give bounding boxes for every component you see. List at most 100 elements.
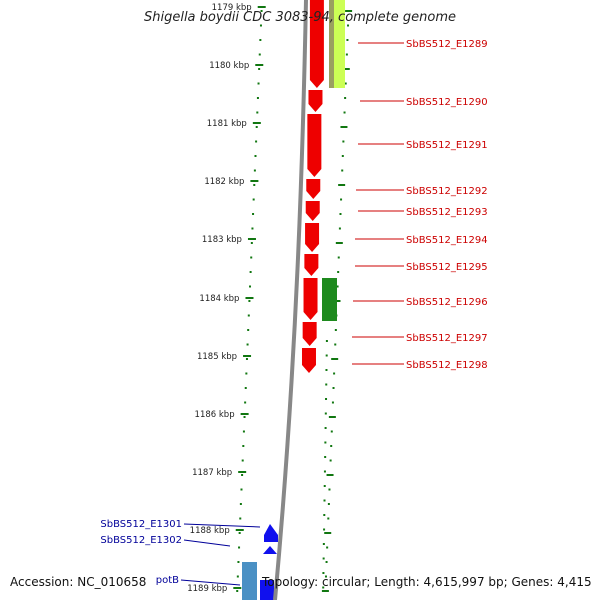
tick-label: 1179 kbp — [212, 3, 252, 13]
track-dot — [249, 271, 252, 273]
gene-leader-line — [180, 579, 241, 586]
gene-arrow-red — [302, 322, 317, 346]
track-dot — [236, 575, 239, 578]
gene-block-lime-edge — [329, 0, 334, 88]
track-dot — [337, 271, 340, 273]
track-dot — [339, 213, 342, 215]
track-dot — [237, 561, 240, 563]
track-dot — [323, 470, 326, 473]
gene-label-right[interactable]: SbBS512_E1296 — [406, 297, 488, 308]
track-dot — [325, 383, 328, 386]
track-dot — [324, 532, 332, 534]
tick-label: 1186 kbp — [195, 410, 235, 420]
track-dot — [238, 546, 241, 549]
gene-label-right[interactable]: SbBS512_E1291 — [406, 140, 488, 151]
gene-leader-line — [183, 523, 261, 528]
gene-label-left[interactable]: SbBS512_E1302 — [100, 535, 182, 546]
tick-label: 1187 kbp — [192, 468, 232, 478]
genome-title: Shigella boydii CDC 3083-94, complete ge… — [143, 10, 457, 25]
track-dot — [253, 184, 256, 186]
track-dot — [259, 39, 262, 41]
gene-block-blue — [260, 580, 274, 600]
gene-label-right[interactable]: SbBS512_E1293 — [406, 207, 488, 218]
track-dot — [321, 590, 329, 592]
track-dot — [325, 369, 328, 371]
track-dot — [344, 97, 347, 99]
track-dot — [255, 126, 258, 128]
gene-label-right[interactable]: SbBS512_E1292 — [406, 186, 488, 197]
track-dot — [246, 343, 249, 346]
track-dot — [324, 575, 327, 578]
track-dot — [242, 430, 245, 433]
gene-arrow-blue — [264, 524, 278, 542]
track-dot — [239, 517, 242, 520]
track-dot — [326, 474, 334, 476]
track-dot — [347, 24, 350, 27]
track-dot — [323, 514, 326, 516]
track-dot — [327, 503, 330, 505]
gene-label-right[interactable]: SbBS512_E1298 — [406, 360, 488, 371]
track-dot — [250, 256, 253, 259]
track-dot — [324, 412, 327, 415]
track-dot — [259, 24, 262, 27]
gene-arrow-red — [306, 179, 321, 199]
gene-label-right[interactable]: SbBS512_E1297 — [406, 333, 488, 344]
track-dot — [247, 314, 250, 317]
track-dot — [323, 528, 326, 531]
track-dot — [336, 285, 339, 288]
track-dot — [341, 169, 344, 172]
track-dot — [243, 416, 246, 418]
gene-features — [242, 0, 345, 600]
track-dot — [338, 184, 346, 186]
gene-labels[interactable]: SbBS512_E1289 SbBS512_E1290 SbBS512_E1291 S… — [100, 39, 487, 586]
track-dot — [335, 242, 343, 244]
track-dot — [331, 358, 339, 360]
track-dot — [260, 10, 263, 12]
gene-label-right[interactable]: SbBS512_E1289 — [406, 39, 488, 50]
track-dot — [322, 543, 325, 545]
gene-arrow-red — [308, 90, 323, 112]
track-dot — [337, 256, 340, 259]
track-dot — [328, 416, 336, 418]
gene-label-right[interactable]: SbBS512_E1295 — [406, 262, 488, 273]
gene-arrow-red — [309, 0, 324, 88]
gene-arrow-red — [303, 278, 318, 320]
track-dot — [346, 39, 349, 41]
track-dot — [241, 459, 244, 462]
tick-label: 1181 kbp — [207, 119, 247, 129]
track-dot — [331, 401, 334, 404]
tick-label: 1183 kbp — [202, 235, 242, 245]
track-dot — [252, 198, 255, 201]
gene-arrow-red — [305, 201, 320, 221]
gene-arrow-red — [301, 348, 316, 373]
genome-backbone — [273, 0, 308, 600]
gene-arrow-red — [307, 114, 322, 177]
track-dot — [245, 358, 248, 360]
gene-label-left[interactable]: SbBS512_E1301 — [100, 519, 182, 530]
track-dot — [242, 445, 245, 447]
track-dot — [334, 343, 337, 346]
track-dot — [249, 285, 252, 288]
track-dot — [241, 474, 244, 476]
track-dot — [324, 427, 327, 429]
track-dot — [322, 572, 325, 574]
track-dot — [258, 68, 261, 70]
track-dot — [332, 387, 335, 389]
gene-label-right[interactable]: SbBS512_E1294 — [406, 235, 488, 246]
track-dot — [324, 441, 327, 444]
track-dot — [330, 430, 333, 433]
track-dot — [240, 488, 243, 491]
tick-label: 1189 kbp — [187, 584, 227, 594]
track-dot — [323, 499, 326, 502]
gene-block-steel — [242, 562, 257, 600]
gene-label-right[interactable]: SbBS512_E1290 — [406, 97, 488, 108]
track-dot — [326, 546, 329, 549]
tick-label: 1182 kbp — [204, 177, 244, 187]
track-dot — [252, 213, 255, 215]
track-dot — [342, 68, 350, 70]
gene-arrow-red — [305, 223, 320, 252]
gene-arrow-red — [304, 254, 319, 276]
gene-label-left[interactable]: potB — [156, 575, 179, 586]
track-dot — [254, 155, 257, 157]
